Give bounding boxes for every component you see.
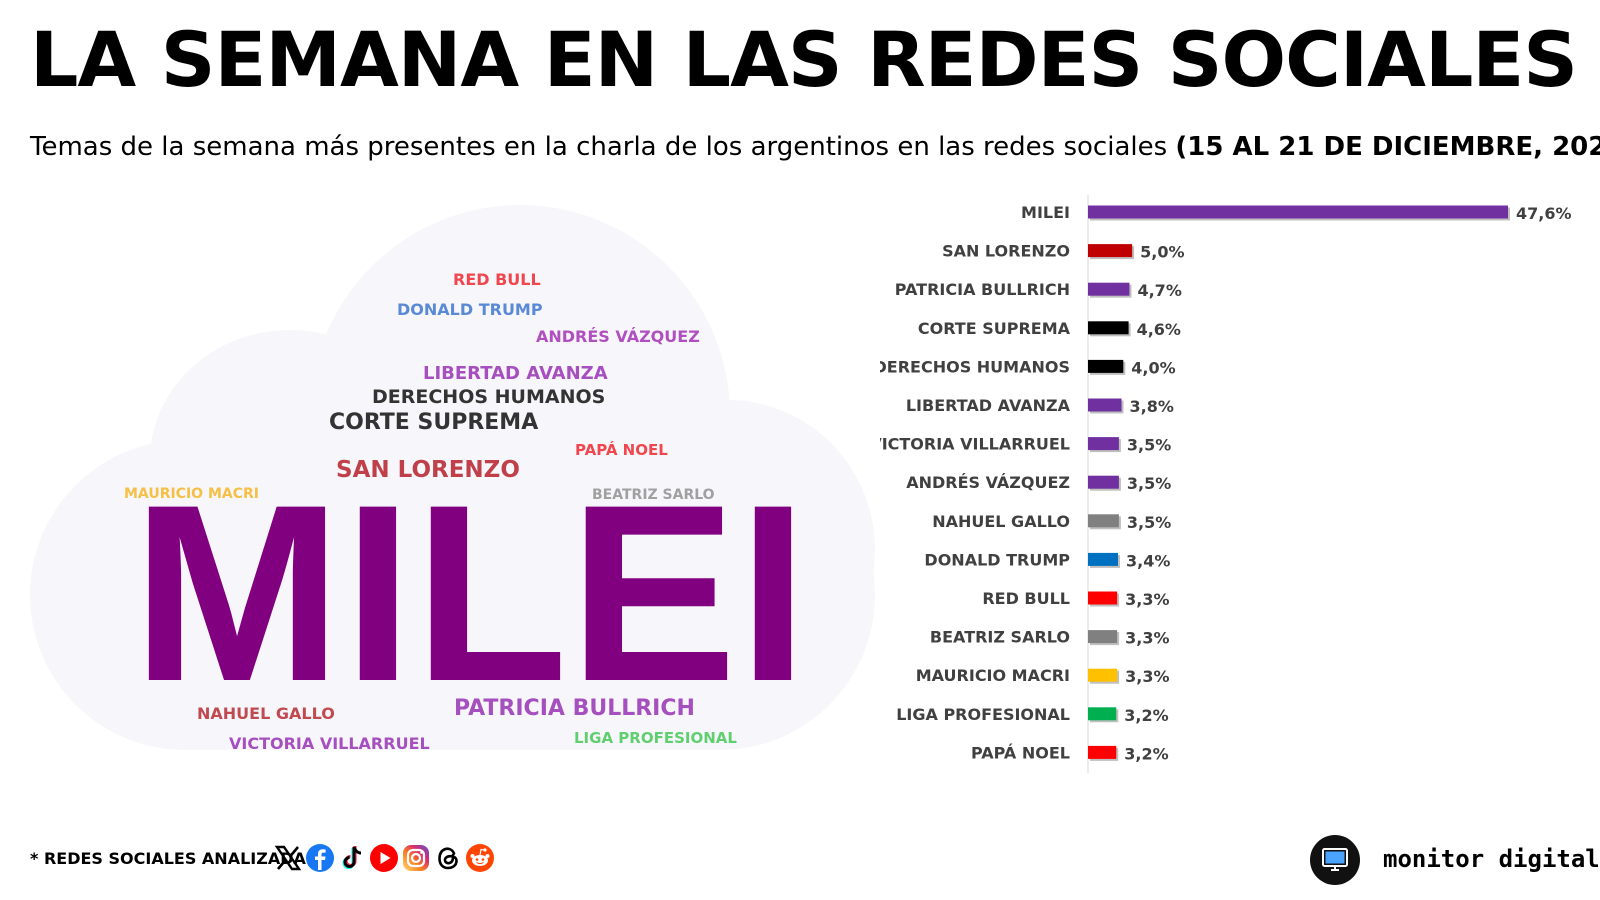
tiktok-icon xyxy=(342,846,362,870)
data-label: 3,2% xyxy=(1124,744,1168,763)
word-cloud: RED BULL DONALD TRUMP ANDRÉS VÁZQUEZ LIB… xyxy=(20,200,900,780)
bar xyxy=(1088,591,1118,605)
bar-chart: MILEI 47,6% SAN LORENZO 5,0% PATRICIA BULLRI… xyxy=(880,195,1572,773)
subtitle-text: Temas de la semana más presentes en la c… xyxy=(30,132,1168,162)
category-label: ANDRÉS VÁZQUEZ xyxy=(906,473,1070,492)
category-label: PAPÁ NOEL xyxy=(971,743,1070,762)
data-label: 4,6% xyxy=(1137,320,1181,339)
youtube-icon xyxy=(370,844,398,872)
data-label: 3,2% xyxy=(1124,706,1168,725)
cloud-word: MAURICIO MACRI xyxy=(124,486,259,502)
cloud-word-main: MILEI xyxy=(132,453,809,734)
bar xyxy=(1088,282,1130,296)
cloud-word: DONALD TRUMP xyxy=(397,300,543,319)
cloud-shape-right xyxy=(580,400,875,700)
data-label: 3,3% xyxy=(1125,629,1169,648)
category-label: LIGA PROFESIONAL xyxy=(896,705,1070,724)
data-label: 4,0% xyxy=(1131,358,1175,377)
category-label: DONALD TRUMP xyxy=(924,550,1070,569)
data-label: 3,5% xyxy=(1127,474,1171,493)
category-label: MILEI xyxy=(1021,203,1070,222)
x-icon xyxy=(274,845,302,871)
facebook-icon xyxy=(306,844,334,872)
cloud-word: PAPÁ NOEL xyxy=(575,441,668,459)
data-label: 3,8% xyxy=(1130,397,1174,416)
cloud-word: PATRICIA BULLRICH xyxy=(454,696,695,721)
data-label: 3,3% xyxy=(1125,667,1169,686)
category-label: PATRICIA BULLRICH xyxy=(895,280,1070,299)
monitor-icon xyxy=(1310,835,1360,885)
category-label: LIBERTAD AVANZA xyxy=(906,396,1071,415)
data-label: 4,7% xyxy=(1137,281,1181,300)
bar xyxy=(1088,437,1119,451)
bar xyxy=(1088,244,1133,258)
bar xyxy=(1088,707,1117,721)
cloud-word: VICTORIA VILLARRUEL xyxy=(229,734,430,753)
bar xyxy=(1088,398,1122,412)
bar xyxy=(1088,321,1129,335)
bar xyxy=(1088,205,1508,219)
data-label: 3,4% xyxy=(1126,551,1170,570)
data-label: 3,3% xyxy=(1125,590,1169,609)
category-label: RED BULL xyxy=(982,589,1070,608)
data-label: 47,6% xyxy=(1516,204,1572,223)
category-label: CORTE SUPREMA xyxy=(918,319,1071,338)
cloud-word: SAN LORENZO xyxy=(336,457,520,483)
category-label: VICTORIA VILLARRUEL xyxy=(880,435,1070,454)
category-label: MAURICIO MACRI xyxy=(916,666,1070,685)
category-label: SAN LORENZO xyxy=(942,242,1070,261)
cloud-word: LIGA PROFESIONAL xyxy=(574,729,737,747)
category-label: NAHUEL GALLO xyxy=(932,512,1070,531)
cloud-word: CORTE SUPREMA xyxy=(329,410,539,435)
cloud-word: RED BULL xyxy=(453,270,541,289)
bar xyxy=(1088,745,1117,759)
reddit-icon xyxy=(466,844,494,872)
cloud-word: ANDRÉS VÁZQUEZ xyxy=(536,327,700,346)
bar xyxy=(1088,514,1119,528)
brand-name: monitor digital xyxy=(1383,845,1600,873)
cloud-word: LIBERTAD AVANZA xyxy=(423,363,608,384)
bar xyxy=(1088,552,1118,566)
cloud-word: BEATRIZ SARLO xyxy=(592,487,715,503)
data-label: 5,0% xyxy=(1140,243,1184,262)
data-label: 3,5% xyxy=(1127,513,1171,532)
bar xyxy=(1088,359,1124,373)
threads-icon xyxy=(438,847,458,870)
page-subtitle: Temas de la semana más presentes en la c… xyxy=(30,132,1600,162)
category-label: DERECHOS HUMANOS xyxy=(880,357,1070,376)
networks-label: * REDES SOCIALES ANALIZADAS xyxy=(30,849,318,868)
bar xyxy=(1088,630,1118,644)
category-label: BEATRIZ SARLO xyxy=(930,628,1070,647)
instagram-icon xyxy=(403,845,429,871)
subtitle-dates: (15 AL 21 DE DICIEMBRE, 2024) xyxy=(1175,132,1600,162)
cloud-word: DERECHOS HUMANOS xyxy=(372,386,606,408)
page-title: LA SEMANA EN LAS REDES SOCIALES xyxy=(30,15,1578,104)
cloud-word: NAHUEL GALLO xyxy=(197,704,335,723)
bar xyxy=(1088,475,1119,489)
bar xyxy=(1088,668,1118,682)
data-label: 3,5% xyxy=(1127,436,1171,455)
